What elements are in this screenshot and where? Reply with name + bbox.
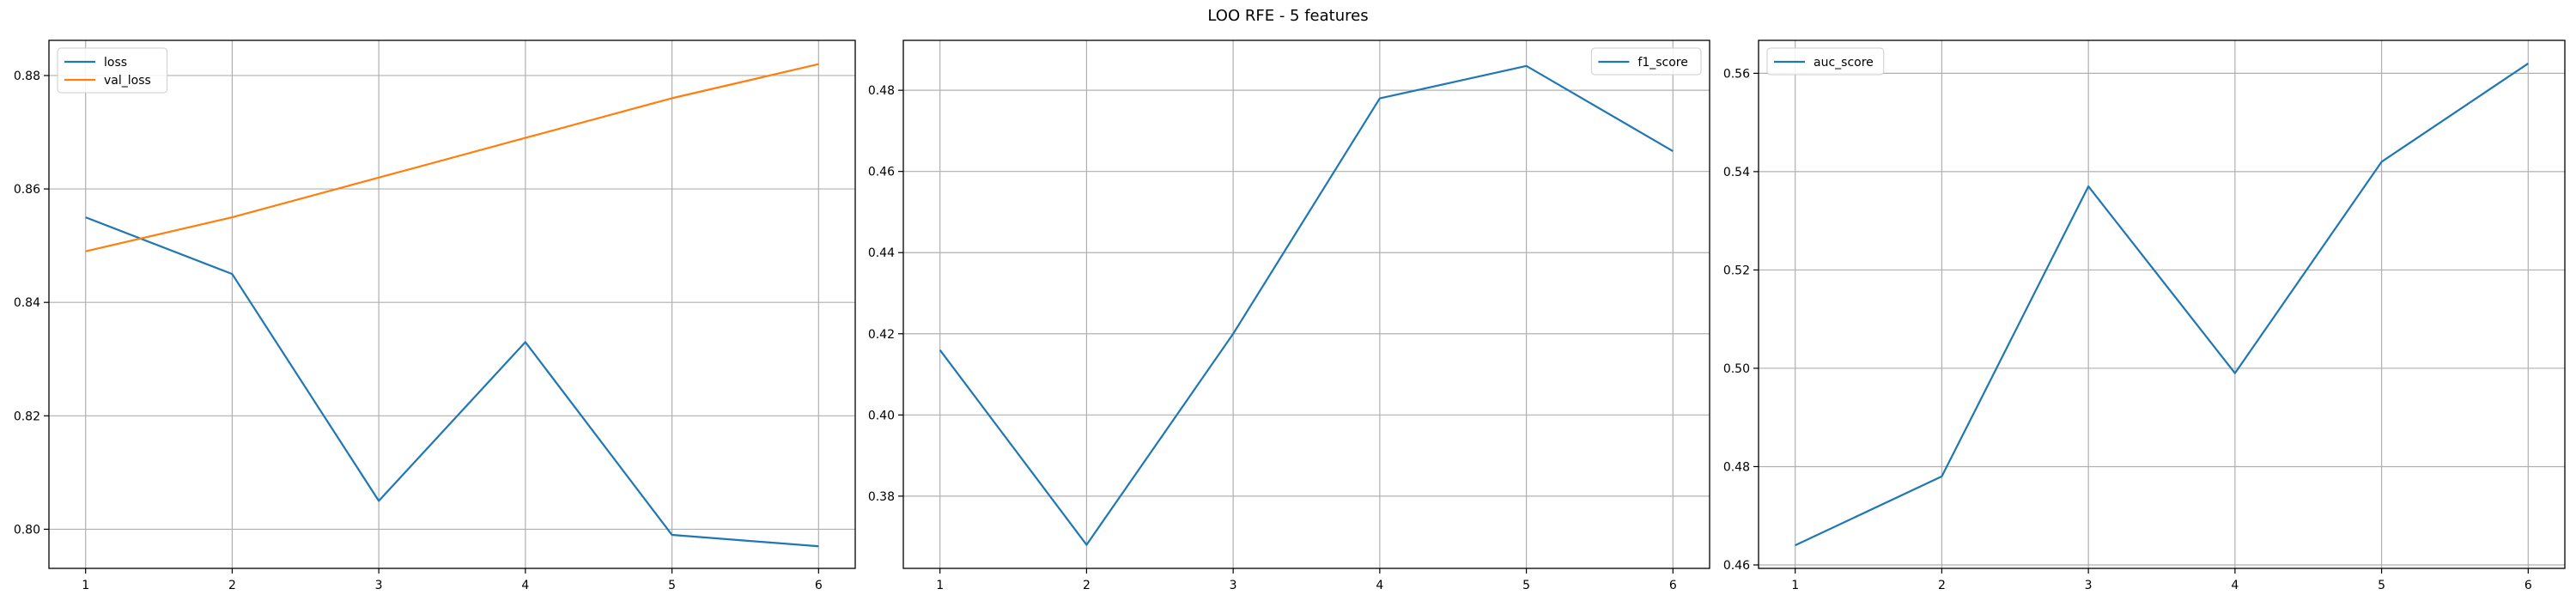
legend: f1_score <box>1590 47 1702 76</box>
x-tick-label: 4 <box>1376 579 1383 592</box>
x-tick-label: 6 <box>2524 579 2532 592</box>
legend-box <box>1590 47 1702 76</box>
legend-label-f1_score: f1_score <box>1637 56 1687 70</box>
legend-label-auc_score: auc_score <box>1814 56 1874 70</box>
x-tick-label: 3 <box>1230 579 1237 592</box>
series-line-auc_score <box>1795 62 2529 547</box>
chart-panel-1: 1 2 3 4 5 6 0.80 0.82 0.84 0.86 0.88 loss val_loss <box>14 39 856 592</box>
y-tick-label: 0.86 <box>14 183 40 197</box>
x-tick-label: 2 <box>228 579 236 592</box>
x-tick-label: 3 <box>2085 579 2093 592</box>
y-tick-label: 0.42 <box>868 328 895 342</box>
y-tick-label: 0.56 <box>1723 67 1750 81</box>
y-tick-label: 0.88 <box>14 70 40 83</box>
y-tick-label: 0.46 <box>1723 559 1750 573</box>
x-tick-label: 1 <box>1791 579 1799 592</box>
y-tick-label: 0.46 <box>868 166 895 179</box>
x-tick-label: 5 <box>2378 579 2385 592</box>
y-tick-label: 0.40 <box>868 409 895 422</box>
legend-label-val_loss: val_loss <box>104 74 151 88</box>
x-tick-label: 6 <box>815 579 823 592</box>
y-tick-label: 0.48 <box>868 84 895 98</box>
x-tick-label: 4 <box>521 579 529 592</box>
y-tick-label: 0.82 <box>14 410 40 423</box>
x-tick-label: 2 <box>1083 579 1091 592</box>
y-tick-label: 0.48 <box>1723 460 1750 474</box>
x-tick-label: 5 <box>1522 579 1530 592</box>
y-tick-label: 0.54 <box>1723 166 1750 179</box>
legend-label-loss: loss <box>104 56 127 70</box>
x-tick-label: 1 <box>82 579 89 592</box>
legend-box <box>1766 47 1885 76</box>
x-tick-label: 4 <box>2231 579 2239 592</box>
series-line-loss <box>85 216 819 548</box>
x-tick-label: 6 <box>1669 579 1677 592</box>
figure-suptitle: LOO RFE - 5 features <box>1207 7 1369 25</box>
y-tick-label: 0.44 <box>868 246 895 260</box>
y-tick-label: 0.38 <box>868 490 895 504</box>
y-tick-label: 0.50 <box>1723 362 1750 376</box>
series-line-f1_score <box>939 64 1674 546</box>
legend: auc_score <box>1766 47 1885 76</box>
x-tick-label: 3 <box>375 579 383 592</box>
y-tick-label: 0.80 <box>14 523 40 537</box>
axes-frame <box>902 39 1710 569</box>
x-tick-label: 2 <box>1938 579 1946 592</box>
legend: loss val_loss <box>57 47 168 94</box>
legend-box <box>57 47 168 94</box>
y-tick-label: 0.52 <box>1723 264 1750 277</box>
x-tick-label: 5 <box>668 579 676 592</box>
series-line-val_loss <box>85 63 819 252</box>
chart-panel-3: 1 2 3 4 5 6 0.46 0.48 0.50 0.52 0.54 0.56 auc_score <box>1723 39 2566 592</box>
axes-frame <box>1758 39 2566 569</box>
chart-panel-2: 1 2 3 4 5 6 0.38 0.40 0.42 0.44 0.46 0.48 f1_score <box>868 39 1710 592</box>
x-tick-label: 1 <box>936 579 944 592</box>
y-tick-label: 0.84 <box>14 296 40 310</box>
axes-frame <box>48 39 856 569</box>
